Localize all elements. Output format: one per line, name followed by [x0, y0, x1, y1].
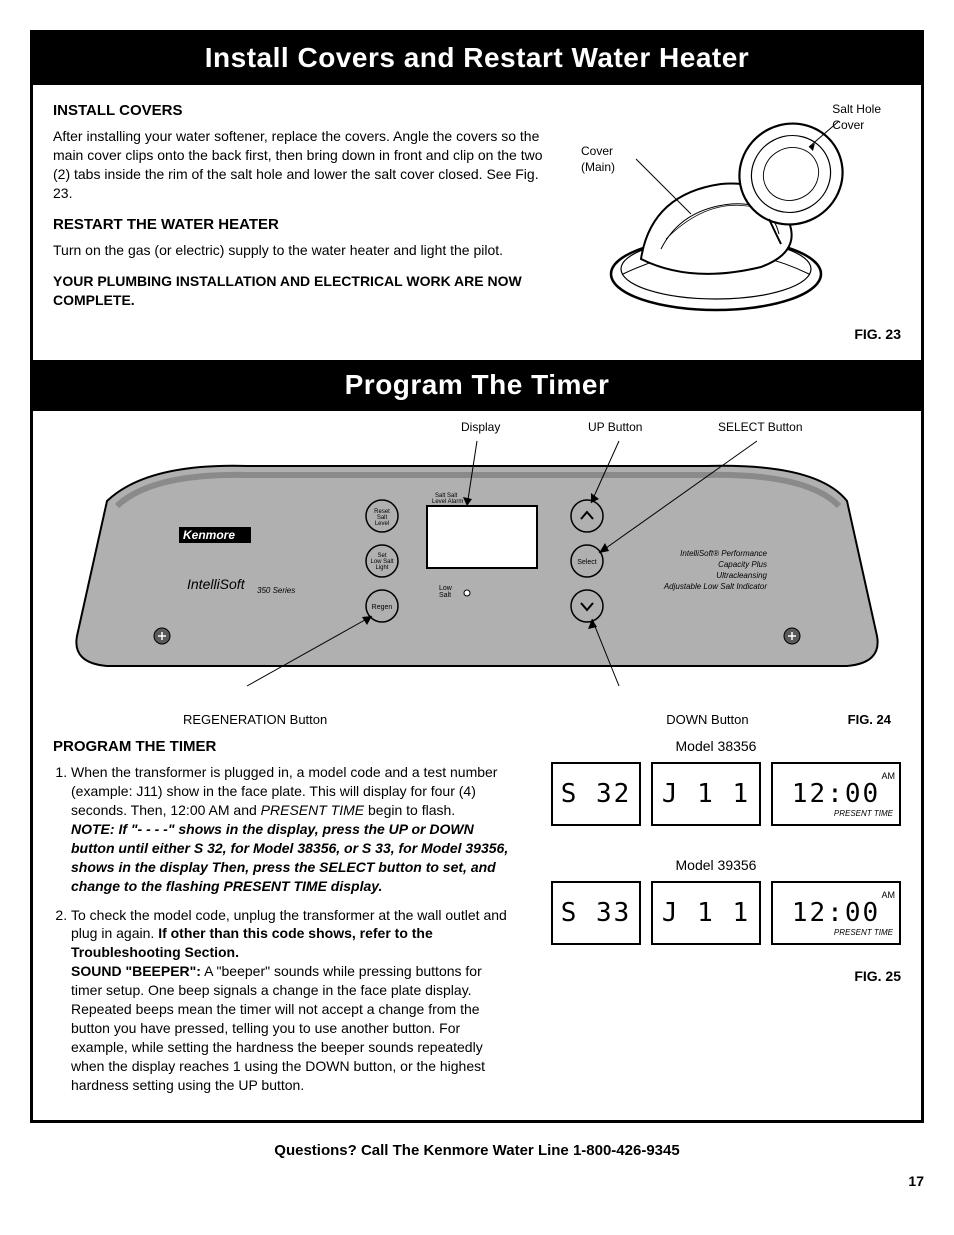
seg-38356-j11: J 1 1 — [662, 781, 750, 807]
footer-question-line: Questions? Call The Kenmore Water Line 1… — [30, 1141, 924, 1161]
restart-heater-paragraph: Turn on the gas (or electric) supply to … — [53, 241, 561, 260]
svg-text:IntelliSoft® Performance: IntelliSoft® Performance — [680, 549, 767, 558]
seg-39356-am: AM — [882, 889, 896, 901]
seg-38356-time: 12:00 — [792, 781, 880, 807]
svg-text:Level Alarm: Level Alarm — [432, 499, 463, 505]
svg-text:Ultracleansing: Ultracleansing — [716, 571, 767, 580]
svg-text:Salt: Salt — [439, 592, 451, 599]
fig23-label: FIG. 23 — [581, 325, 901, 344]
seg-39356-time: 12:00 — [792, 900, 880, 926]
fig24-label: FIG. 24 — [848, 711, 891, 729]
fig24-panel-illustration: Kenmore Kenmore IntelliSoft 350 Series R… — [43, 411, 911, 711]
section1-content: INSTALL COVERS After installing your wat… — [33, 85, 921, 360]
fig24-panel-wrap: Kenmore Kenmore IntelliSoft 350 Series R… — [33, 411, 921, 711]
section1-banner: Install Covers and Restart Water Heater — [33, 33, 921, 85]
display-39356-code: S 33 — [551, 881, 641, 945]
seg-39356-j11: J 1 1 — [662, 900, 750, 926]
display-38356-time: 12:00 AM PRESENT TIME — [771, 762, 901, 826]
callout-up-button: UP Button — [588, 419, 642, 435]
display-38356-code: S 32 — [551, 762, 641, 826]
callout-select-button: SELECT Button — [718, 419, 803, 435]
callout-display: Display — [461, 419, 500, 435]
program-timer-heading: PROGRAM THE TIMER — [53, 737, 515, 757]
display-38356-test: J 1 1 — [651, 762, 761, 826]
step1-note: NOTE: If "- - - -" shows in the display,… — [71, 821, 508, 894]
display-39356-time: 12:00 AM PRESENT TIME — [771, 881, 901, 945]
svg-text:350 Series: 350 Series — [257, 586, 295, 595]
fig25-label: FIG. 25 — [531, 967, 901, 986]
svg-text:Low: Low — [439, 585, 453, 592]
svg-text:Kenmore: Kenmore — [183, 528, 235, 542]
seg-39356-s33: S 33 — [561, 900, 632, 926]
svg-text:Light: Light — [375, 565, 388, 571]
svg-text:Select: Select — [577, 559, 597, 566]
work-complete-paragraph: YOUR PLUMBING INSTALLATION AND ELECTRICA… — [53, 272, 561, 310]
seg-38356-present: PRESENT TIME — [834, 809, 893, 820]
restart-heater-heading: RESTART THE WATER HEATER — [53, 215, 561, 235]
display-39356-test: J 1 1 — [651, 881, 761, 945]
svg-text:IntelliSoft: IntelliSoft — [187, 576, 246, 592]
section2-banner: Program The Timer — [33, 360, 921, 412]
program-step-1: When the transformer is plugged in, a mo… — [71, 763, 515, 895]
step2-text-d: A "beeper" sounds while pressing buttons… — [71, 963, 485, 1092]
model-39356-title: Model 39356 — [531, 856, 901, 875]
svg-text:Level: Level — [375, 521, 389, 527]
section1-text-col: INSTALL COVERS After installing your wat… — [53, 99, 561, 310]
page-number: 17 — [30, 1172, 924, 1191]
svg-text:Adjustable Low Salt Indicator: Adjustable Low Salt Indicator — [663, 582, 768, 591]
install-covers-heading: INSTALL COVERS — [53, 101, 561, 121]
callout-down-button: DOWN Button — [666, 711, 748, 729]
program-step-2: To check the model code, unplug the tran… — [71, 906, 515, 1095]
svg-text:Regen: Regen — [372, 604, 393, 611]
model-38356-title: Model 38356 — [531, 737, 901, 756]
callout-regen-button: REGENERATION Button — [183, 711, 327, 729]
install-covers-paragraph: After installing your water softener, re… — [53, 127, 561, 203]
seg-38356-am: AM — [882, 770, 896, 782]
fig24-bottom-labels: REGENERATION Button DOWN Button FIG. 24 — [33, 711, 921, 729]
page-frame: Install Covers and Restart Water Heater … — [30, 30, 924, 1123]
svg-text:Capacity Plus: Capacity Plus — [718, 560, 767, 569]
seg-38356-s32: S 32 — [561, 781, 632, 807]
step2-beeper-label: SOUND "BEEPER": — [71, 963, 201, 979]
display-examples-col: Model 38356 S 32 J 1 1 12:00 AM PRESENT … — [531, 729, 901, 1104]
step1-text-c: begin to flash. — [364, 802, 455, 818]
seg-39356-present: PRESENT TIME — [834, 928, 893, 939]
program-text-col: PROGRAM THE TIMER When the transformer i… — [53, 729, 515, 1104]
fig23-salt-hole-label: Salt Hole Cover — [832, 101, 881, 133]
fig23-cover-main-label: Cover (Main) — [581, 143, 615, 175]
step1-present-time: PRESENT TIME — [261, 802, 364, 818]
fig23-column: Cover (Main) Salt Hole Cover FIG. 23 — [581, 99, 901, 344]
